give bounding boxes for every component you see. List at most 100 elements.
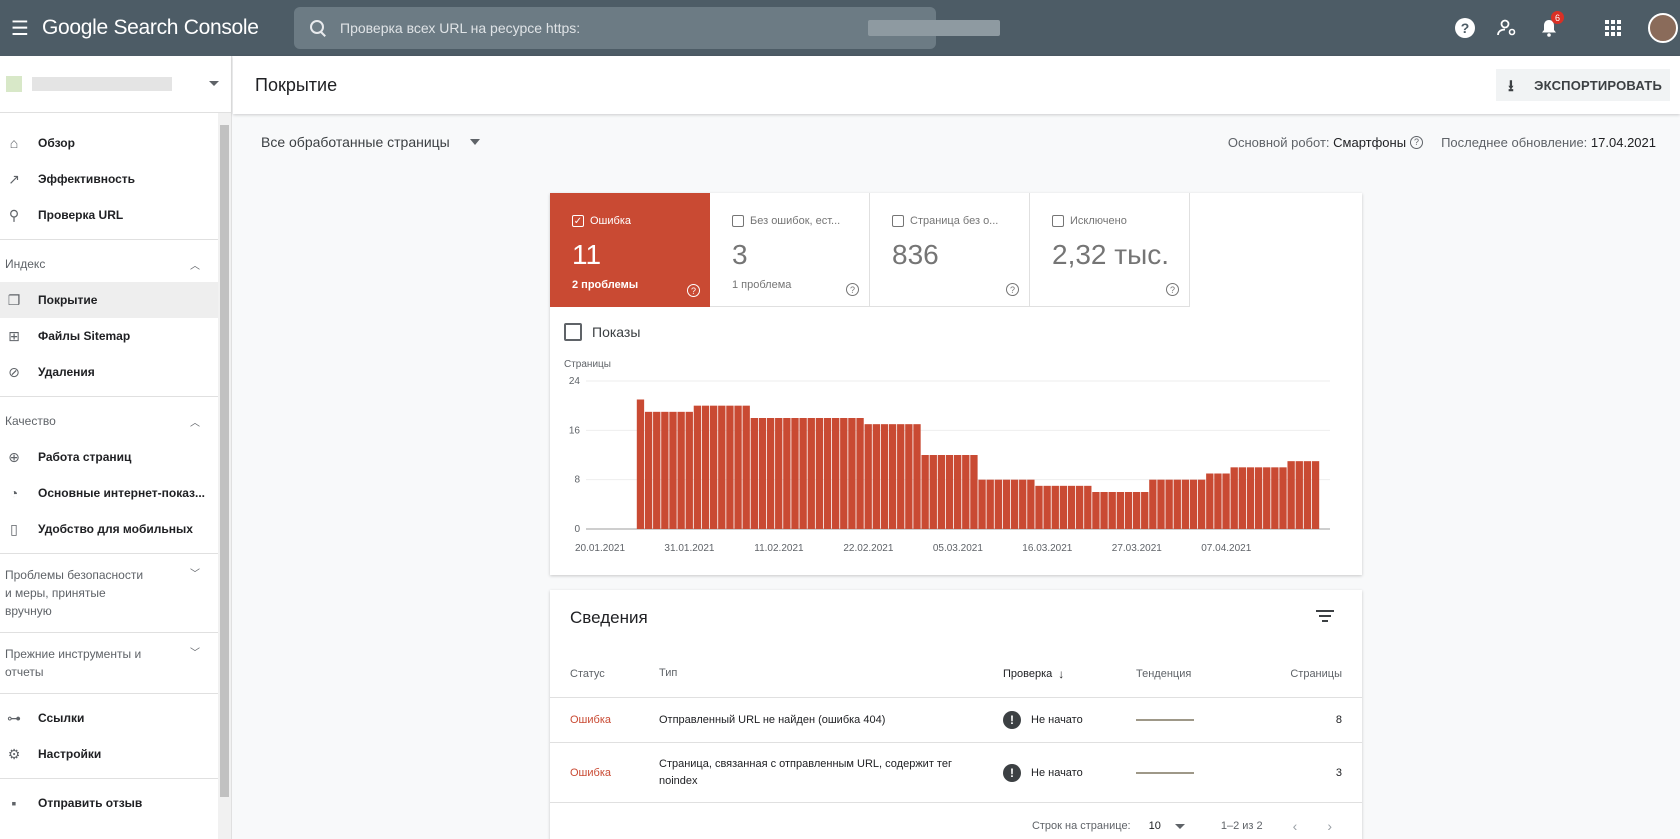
chart-bar <box>693 405 702 529</box>
sidebar-item-coverage[interactable]: ❐ Покрытие <box>0 282 218 318</box>
sidebar-item-removals[interactable]: ⊘ Удаления <box>0 354 218 390</box>
table-row[interactable]: Ошибка Отправленный URL не найден (ошибк… <box>550 698 1362 743</box>
chart-bar <box>978 479 986 529</box>
chart-bar <box>701 405 710 529</box>
details-card: Сведения Статус Тип Проверка ↓ Тенденция … <box>550 590 1362 839</box>
col-pages[interactable]: Страницы <box>1290 667 1342 680</box>
chevron-up-icon: ︿ <box>190 260 200 272</box>
menu-icon[interactable]: ☰ <box>11 17 29 40</box>
col-status[interactable]: Статус <box>570 667 605 680</box>
apps-button[interactable] <box>1592 7 1634 49</box>
chart-bar <box>1124 492 1133 529</box>
scroll-thumb[interactable] <box>220 125 229 797</box>
chart-bar <box>1051 485 1059 529</box>
filter-icon[interactable] <box>1316 610 1334 624</box>
chart-bar <box>1311 461 1320 529</box>
impressions-toggle[interactable]: Показы <box>564 323 640 341</box>
home-icon: ⌂ <box>9 135 19 151</box>
sidebar-item-label: Файлы Sitemap <box>38 329 131 343</box>
help-icon[interactable]: ? <box>846 283 859 296</box>
eye-off-icon: ⊘ <box>8 363 20 380</box>
col-check[interactable]: Проверка ↓ <box>1003 667 1136 681</box>
details-table: Статус Тип Проверка ↓ Тенденция Страницы … <box>550 650 1362 803</box>
chart-bar <box>856 418 864 529</box>
url-inspection-search[interactable] <box>294 7 1000 49</box>
sidebar-scrollbar[interactable] <box>218 113 231 839</box>
export-button[interactable]: ЭКСПОРТИРОВАТЬ <box>1496 69 1670 102</box>
tile-valid-with-warnings[interactable]: Без ошибок, ест... 3 1 проблема ? <box>710 193 870 307</box>
chart-bar <box>1100 492 1108 529</box>
checkbox-checked-icon[interactable]: ✓ <box>572 215 584 227</box>
help-icon[interactable]: ? <box>1006 283 1019 296</box>
sidebar-item-url-inspection[interactable]: ⚲ Проверка URL <box>0 197 218 233</box>
sidebar-item-links[interactable]: ⊶ Ссылки <box>0 700 218 736</box>
help-icon[interactable]: ? <box>1166 283 1179 296</box>
chart-bar <box>937 455 946 529</box>
plus-circle-icon: ⊕ <box>8 448 20 465</box>
chart-bar <box>710 405 718 529</box>
sidebar-item-mobile-usability[interactable]: ▯ Удобство для мобильных <box>0 511 218 547</box>
links-icon: ⊶ <box>7 709 21 726</box>
tile-value: 2,32 тыс. <box>1052 239 1170 270</box>
sidebar-section-index[interactable]: Индекс ︿ <box>0 246 218 282</box>
chart-bar <box>807 418 815 529</box>
chart-bar <box>726 405 734 529</box>
chart-bar <box>945 455 954 529</box>
app-logo[interactable]: Google Search Console <box>42 16 259 39</box>
chevron-down-icon <box>209 81 219 86</box>
x-tick-label: 05.03.2021 <box>933 543 983 554</box>
pages-filter-dropdown[interactable]: Все обработанные страницы <box>261 134 480 150</box>
checkbox-icon[interactable] <box>892 215 904 227</box>
sidebar-item-sitemaps[interactable]: ⊞ Файлы Sitemap <box>0 318 218 354</box>
chevron-down-icon[interactable] <box>1174 823 1185 829</box>
sidebar-section-security[interactable]: Проблемы безопасности и меры, принятые в… <box>0 560 218 626</box>
checkbox-icon[interactable] <box>1052 215 1064 227</box>
users-button[interactable] <box>1486 7 1528 49</box>
checkbox-icon[interactable] <box>564 323 582 341</box>
chart-bar <box>1157 479 1165 529</box>
property-selector[interactable] <box>0 56 231 113</box>
checkbox-icon[interactable] <box>732 215 744 227</box>
chart-bar <box>913 424 921 529</box>
search-input[interactable] <box>340 20 900 36</box>
help-button[interactable]: ? <box>1444 7 1486 49</box>
chevron-left-icon[interactable]: ‹ <box>1292 818 1298 834</box>
page-header: Покрытие ЭКСПОРТИРОВАТЬ <box>233 56 1680 114</box>
chevron-right-icon[interactable]: › <box>1327 818 1332 834</box>
y-tick-label: 0 <box>574 524 580 535</box>
avatar[interactable] <box>1648 13 1678 43</box>
y-tick-label: 24 <box>569 376 581 387</box>
sidebar-item-settings[interactable]: ⚙ Настройки <box>0 736 218 772</box>
tile-error[interactable]: ✓ Ошибка 11 2 проблемы ? <box>550 193 710 307</box>
sidebar-item-performance[interactable]: ↗ Эффективность <box>0 161 218 197</box>
help-icon[interactable]: ? <box>1410 135 1424 149</box>
chart-bar <box>1165 479 1173 529</box>
sidebar-section-quality[interactable]: Качество ︿ <box>0 403 218 439</box>
sidebar-item-overview[interactable]: ⌂ Обзор <box>0 125 218 161</box>
tile-value: 836 <box>892 239 939 270</box>
chart-bar <box>783 418 791 529</box>
chart-bar <box>1287 461 1295 529</box>
warning-icon: ! <box>1003 711 1021 729</box>
manage-users-icon <box>1497 19 1516 36</box>
col-type[interactable]: Тип <box>659 667 678 679</box>
notifications-button[interactable]: 6 <box>1528 7 1570 49</box>
chart-bar <box>1198 479 1206 529</box>
rows-per-page-select[interactable]: 10 <box>1148 820 1161 832</box>
table-row[interactable]: Ошибка Страница, связанная с отправленны… <box>550 743 1362 803</box>
sidebar-item-feedback[interactable]: ▪ Отправить отзыв <box>0 785 218 821</box>
export-label: ЭКСПОРТИРОВАТЬ <box>1534 77 1662 93</box>
row-status: Ошибка <box>570 714 611 726</box>
sidebar-item-core-web-vitals[interactable]: ◔ Основные интернет-показ... <box>0 475 218 511</box>
help-icon[interactable]: ? <box>687 284 700 297</box>
col-trend[interactable]: Тенденция <box>1136 667 1192 680</box>
tile-label: Исключено <box>1070 215 1127 227</box>
row-check-label: Не начато <box>1031 766 1083 779</box>
tile-valid[interactable]: Страница без о... 836 ? <box>870 193 1030 307</box>
sidebar-item-page-experience[interactable]: ⊕ Работа страниц <box>0 439 218 475</box>
sidebar-section-legacy[interactable]: Прежние инструменты и отчеты ﹀ <box>0 639 218 687</box>
chart-bar <box>1067 485 1076 529</box>
sidebar-item-label: Удобство для мобильных <box>38 522 193 536</box>
sidebar: ⌂ Обзор ↗ Эффективность ⚲ Проверка URL И… <box>0 56 232 839</box>
tile-excluded[interactable]: Исключено 2,32 тыс. ? <box>1030 193 1190 307</box>
